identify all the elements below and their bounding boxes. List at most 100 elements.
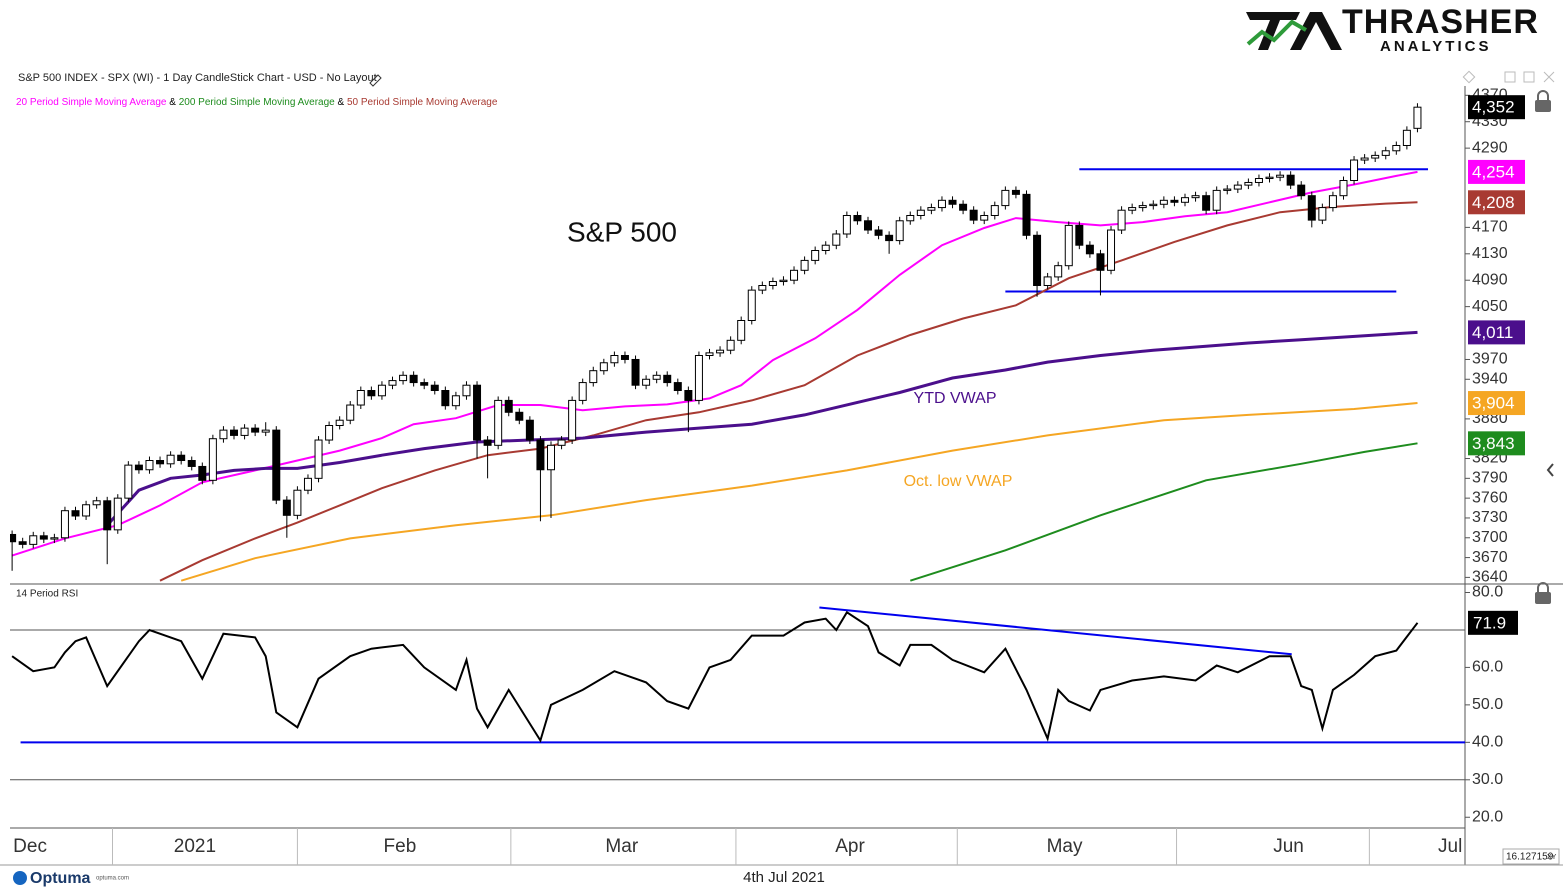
candle-body (525, 419, 534, 441)
candle-body (293, 489, 302, 516)
candle-body (325, 425, 334, 441)
y-tick-label: 3700 (1472, 529, 1508, 546)
y-tick-label: 20.0 (1472, 808, 1503, 825)
tool-icon[interactable] (1462, 70, 1476, 84)
y-tick-label: 4290 (1472, 139, 1508, 156)
candle-body (1075, 224, 1084, 246)
scale-box (1502, 848, 1560, 865)
trend-line (819, 606, 1292, 656)
y-tick-label: 4130 (1472, 245, 1508, 262)
candle-body (768, 281, 777, 286)
candle-body (451, 395, 460, 407)
candle-body (673, 382, 682, 392)
close-icon[interactable] (1543, 71, 1555, 83)
candle-body (1011, 189, 1020, 195)
candle-body (134, 464, 143, 471)
candle-body (705, 352, 714, 357)
rsi-tag (1468, 610, 1518, 635)
price-tag-label: 4,254 (1472, 162, 1515, 181)
toolbar (1462, 70, 1555, 84)
candle-body (916, 209, 925, 216)
candle-body (1233, 184, 1242, 190)
logo-name: THRASHER (1342, 3, 1539, 41)
candle-body (1297, 184, 1306, 197)
candle-body (716, 349, 725, 354)
candle-body (557, 439, 566, 446)
candle-body (1381, 150, 1390, 156)
candle-body (156, 460, 165, 465)
y-tick-label: 4050 (1472, 298, 1508, 315)
candle-body (1318, 207, 1327, 221)
brand-icon (13, 871, 27, 885)
indicator-line (159, 201, 1418, 582)
candle-body (1180, 197, 1189, 203)
candle-body (779, 279, 788, 283)
candle-body (547, 444, 556, 471)
candle-body (473, 384, 482, 441)
lock-icon[interactable] (1535, 90, 1551, 112)
candle-body (103, 500, 112, 531)
candle-body (811, 249, 820, 261)
candle-body (1413, 106, 1422, 129)
candle-body (1107, 229, 1116, 271)
candle-body (1117, 209, 1126, 231)
candle-body (642, 378, 651, 386)
candle-body (631, 358, 640, 386)
candle-body (462, 384, 471, 397)
scale: 16.127159 (1506, 852, 1554, 863)
candle-body (652, 374, 661, 380)
rsi-panel (10, 606, 1465, 781)
candle-body (377, 384, 386, 397)
candle-body (1202, 195, 1211, 211)
candle-body (1022, 193, 1031, 236)
collapse-arrow[interactable] (1546, 463, 1554, 477)
candle-body (388, 380, 397, 386)
candle-body (1307, 195, 1316, 221)
tool-icon[interactable] (1504, 71, 1516, 83)
candle-body (1254, 178, 1263, 183)
price-panel (10, 103, 1429, 582)
candle-body (198, 465, 207, 481)
price-tag-label: 4,011 (1472, 323, 1513, 342)
rsi-line (11, 610, 1419, 743)
y-tick-label: 3730 (1472, 509, 1508, 526)
price-tag-label: 4,208 (1472, 193, 1515, 212)
price-tag (1468, 431, 1525, 456)
candle-body (1276, 174, 1285, 178)
indicator-line (909, 442, 1418, 582)
candle-body (187, 460, 196, 467)
candle-body (948, 199, 957, 205)
lock-icon[interactable] (1535, 582, 1551, 604)
candle-body (853, 214, 862, 222)
candle-body (726, 339, 735, 351)
candle-body (1223, 188, 1232, 191)
chart-annotation: S&P 500 (567, 216, 677, 247)
tool-icon[interactable] (1523, 71, 1535, 83)
logo: THRASHER ANALYTICS (1246, 3, 1539, 55)
x-tick-label: May (1047, 836, 1083, 857)
line-label: Oct. low VWAP (904, 473, 1013, 490)
candle-body (684, 390, 693, 401)
y-tick-label: 30.0 (1472, 771, 1503, 788)
price-tag (1468, 95, 1525, 120)
candle-body (1085, 244, 1094, 255)
candle-body (842, 214, 851, 235)
candle-body (219, 429, 228, 440)
candle-body (599, 362, 608, 372)
candle-body (620, 355, 629, 360)
candle-body (29, 535, 38, 545)
candle-body (1350, 159, 1359, 181)
candle-body (663, 374, 672, 384)
candle-body (737, 319, 746, 341)
brand: Optuma (30, 870, 91, 887)
edit-icon[interactable] (369, 74, 382, 87)
candle-body (1244, 181, 1253, 186)
x-tick-label: Apr (835, 836, 865, 857)
legend-entry: 200 Period Simple Moving Average (179, 97, 335, 108)
price-tag (1468, 320, 1525, 345)
x-tick-label: Mar (605, 836, 638, 857)
y-tick-label: 60.0 (1472, 659, 1503, 676)
candle-body (790, 269, 799, 281)
scale-mode: XY (1547, 854, 1557, 861)
candle-body (18, 541, 27, 545)
